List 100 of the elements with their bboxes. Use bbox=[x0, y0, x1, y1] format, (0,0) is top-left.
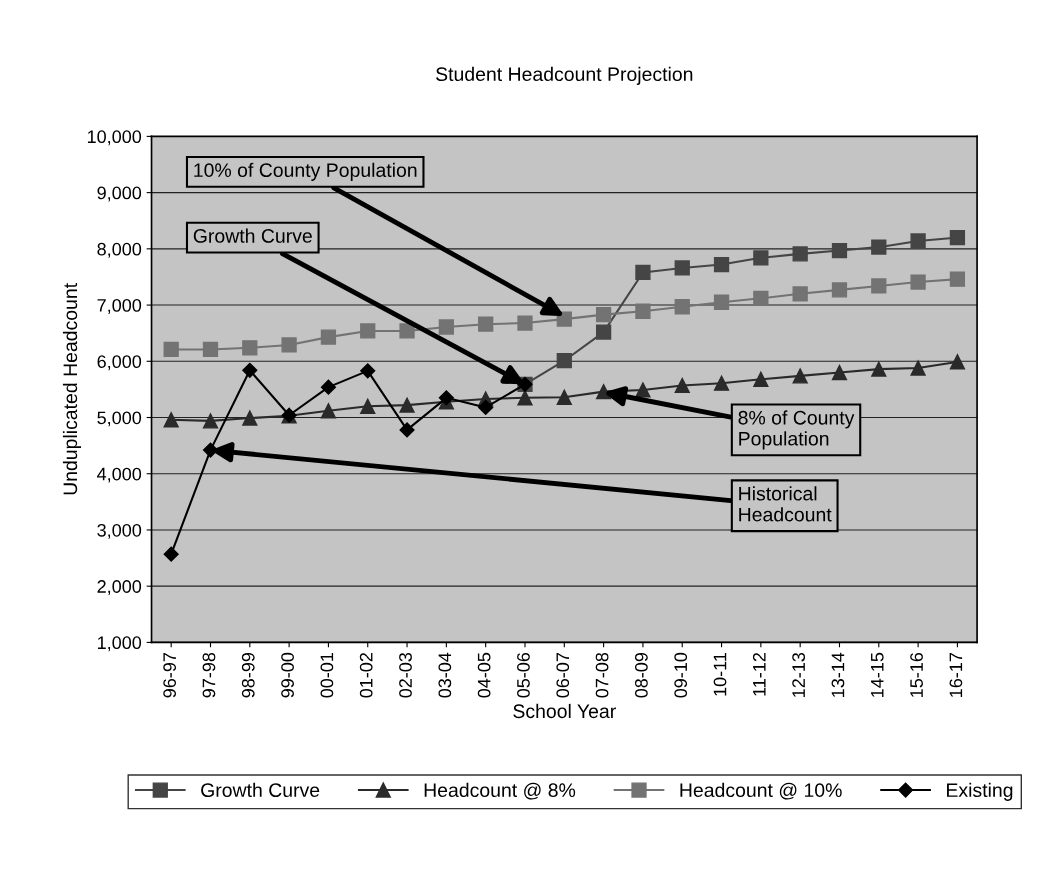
x-tick-label: 07-08 bbox=[595, 652, 609, 698]
point bbox=[910, 274, 926, 290]
point bbox=[478, 316, 494, 332]
point bbox=[556, 353, 572, 369]
point bbox=[871, 239, 887, 255]
point bbox=[713, 256, 730, 273]
point bbox=[949, 354, 966, 370]
point bbox=[242, 340, 258, 356]
point bbox=[360, 323, 376, 339]
y-tick-label: 10,000 bbox=[87, 130, 142, 146]
x-tick-label: 11-12 bbox=[752, 653, 766, 696]
point bbox=[320, 379, 336, 395]
x-tick-label: 05-06 bbox=[517, 652, 530, 698]
x-tick-label: 01-02 bbox=[359, 653, 373, 698]
annotation: Growth Curve bbox=[193, 228, 312, 243]
point bbox=[674, 299, 690, 315]
point bbox=[753, 250, 769, 266]
point bbox=[556, 311, 572, 327]
x-tick-label: 15-16 bbox=[910, 652, 923, 697]
y-tick-label: 1,000 bbox=[98, 636, 142, 652]
point bbox=[753, 371, 769, 387]
point bbox=[556, 389, 572, 405]
point bbox=[910, 360, 926, 376]
x-tick-label: 14-15 bbox=[871, 652, 884, 697]
point bbox=[949, 271, 966, 287]
x-tick-label: 99-00 bbox=[281, 652, 294, 698]
point bbox=[595, 306, 612, 323]
point bbox=[202, 442, 219, 458]
point bbox=[399, 323, 415, 339]
x-tick-label: 10-11 bbox=[713, 653, 727, 696]
point bbox=[320, 403, 337, 419]
point bbox=[792, 368, 808, 384]
point bbox=[635, 303, 651, 319]
x-tick-label: 04-05 bbox=[477, 652, 491, 698]
point bbox=[163, 412, 179, 428]
x-tick-label: 02-03 bbox=[399, 652, 412, 698]
y-tick-label: 5,000 bbox=[97, 411, 142, 427]
x-tick-label: 97-98 bbox=[202, 652, 216, 698]
point bbox=[713, 375, 730, 391]
annotation: Historical Headcount bbox=[739, 486, 832, 522]
point bbox=[242, 362, 258, 378]
y-tick-label: 7,000 bbox=[97, 299, 142, 314]
point bbox=[831, 364, 848, 381]
point bbox=[202, 341, 219, 358]
y-tick-label: 8,000 bbox=[97, 242, 142, 258]
x-tick-label: 96-97 bbox=[163, 653, 177, 698]
point bbox=[674, 260, 690, 276]
legend-label: Headcount @ 10% bbox=[680, 782, 842, 800]
chart-title: Student Headcount Projection bbox=[436, 66, 693, 85]
point bbox=[871, 361, 887, 377]
legend-label: Existing bbox=[947, 782, 1013, 801]
x-tick-label: 16-17 bbox=[949, 653, 963, 697]
point bbox=[399, 397, 415, 413]
x-tick-label: 00-01 bbox=[320, 653, 334, 698]
point bbox=[281, 337, 297, 353]
point bbox=[910, 233, 926, 249]
point bbox=[438, 390, 454, 406]
x-tick-label: 12-13 bbox=[792, 652, 806, 697]
legend-label: Headcount @ 8% bbox=[424, 782, 576, 800]
point bbox=[517, 315, 533, 331]
annotation: 10% of County Population bbox=[194, 162, 417, 181]
x-tick-label: 06-07 bbox=[556, 653, 570, 698]
point bbox=[753, 290, 769, 306]
point bbox=[595, 324, 612, 340]
annotation: 8% of County Population bbox=[738, 410, 855, 450]
point bbox=[242, 410, 258, 426]
point bbox=[360, 363, 376, 379]
point bbox=[831, 242, 848, 259]
point bbox=[163, 341, 179, 358]
x-tick-label: 13-14 bbox=[831, 652, 845, 697]
point bbox=[320, 329, 337, 345]
y-tick-label: 4,000 bbox=[97, 467, 142, 483]
point bbox=[831, 282, 848, 298]
legend-label: Growth Curve bbox=[201, 782, 320, 798]
x-tick-label: 98-99 bbox=[241, 652, 255, 698]
point bbox=[595, 384, 612, 400]
x-tick-label: 08-09 bbox=[634, 652, 648, 698]
x-tick-label: 09-10 bbox=[674, 652, 688, 698]
y-tick-label: 6,000 bbox=[97, 355, 142, 371]
point bbox=[360, 398, 376, 414]
point bbox=[792, 246, 808, 262]
point bbox=[792, 286, 808, 302]
point bbox=[202, 413, 219, 429]
x-axis-title: School Year bbox=[513, 703, 616, 719]
y-tick-label: 3,000 bbox=[97, 523, 142, 539]
point bbox=[438, 319, 455, 335]
point bbox=[871, 278, 887, 294]
point bbox=[399, 422, 415, 438]
y-axis-title: Unduplicated Headcount bbox=[62, 283, 82, 495]
point bbox=[949, 229, 966, 246]
point bbox=[163, 546, 179, 562]
point bbox=[635, 382, 651, 398]
point bbox=[517, 390, 533, 406]
point bbox=[635, 264, 651, 281]
y-tick-label: 2,000 bbox=[97, 580, 142, 596]
point bbox=[674, 377, 690, 394]
point bbox=[478, 399, 494, 415]
y-tick-label: 9,000 bbox=[97, 186, 142, 202]
point bbox=[713, 294, 730, 310]
x-tick-label: 03-04 bbox=[438, 652, 452, 698]
